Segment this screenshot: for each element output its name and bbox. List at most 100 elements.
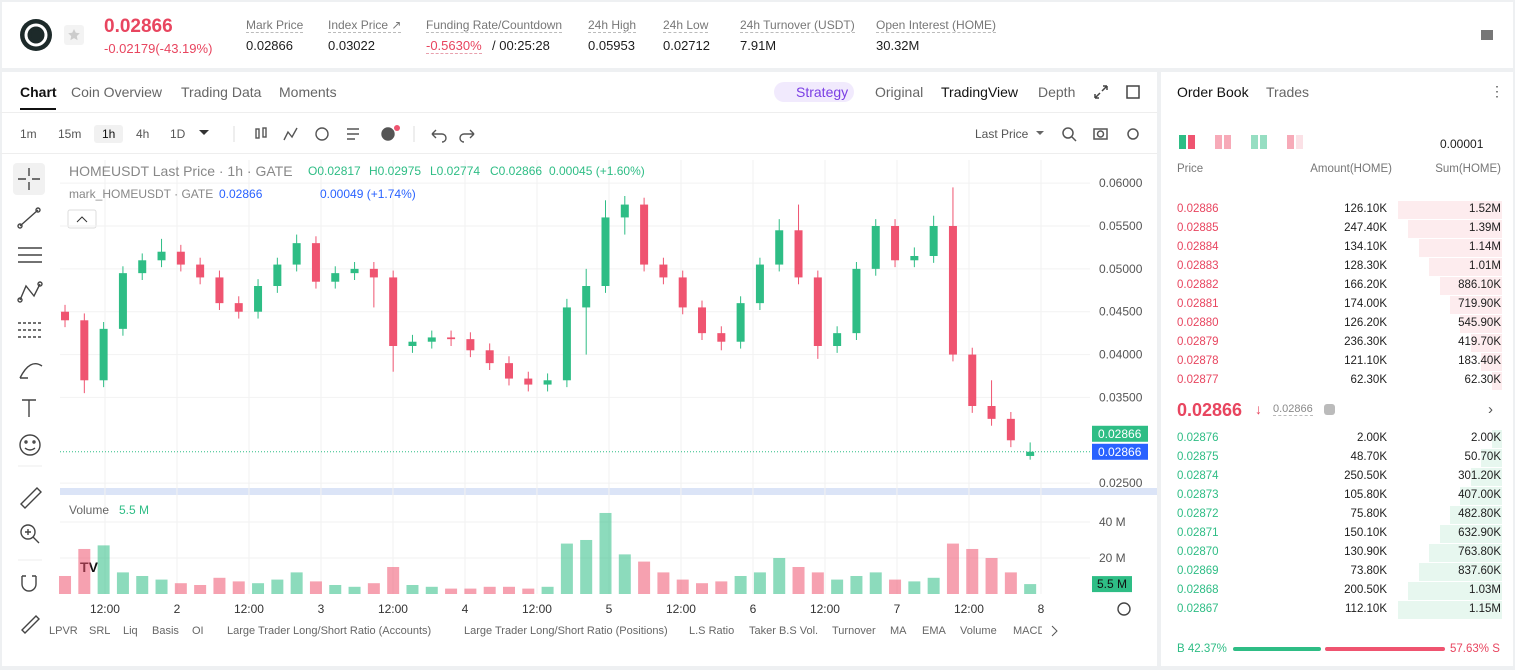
ob-sum: 62.30K: [1464, 374, 1501, 386]
interval[interactable]: 1h: [94, 125, 124, 143]
ob-amount: 62.30K: [1350, 374, 1387, 386]
ob-view[interactable]: [1287, 135, 1303, 149]
chart-tab[interactable]: Coin Overview: [71, 84, 163, 100]
volume-bar: [734, 575, 747, 594]
stat-label: 24h Turnover (USDT): [740, 18, 855, 33]
x-tick-label: 12:00: [522, 602, 552, 616]
scroll-right[interactable]: [1051, 625, 1058, 637]
stat-label: Open Interest (HOME): [876, 18, 997, 33]
candle-body: [659, 264, 668, 278]
indicator-bar: LPVR SRL Liq Basis OI Large Trader Long/Short…: [0, 624, 1042, 640]
y-tick-label: 0.05000: [1099, 262, 1143, 276]
candle-body: [61, 311, 70, 321]
y-tick-label: 0.06000: [1099, 176, 1143, 190]
candle-body: [736, 303, 745, 342]
indicator[interactable]: Volume: [960, 625, 997, 637]
favorite-star[interactable]: [64, 25, 84, 45]
ob-sum: 301.20K: [1458, 470, 1501, 482]
depth-bar: [1408, 220, 1502, 238]
chart-tab[interactable]: Moments: [279, 84, 337, 100]
ob-sum: 1.14M: [1469, 241, 1501, 253]
candle-body: [485, 350, 494, 364]
interval[interactable]: 4h: [136, 127, 150, 141]
candle-body: [698, 307, 707, 334]
fullscreen-icon[interactable]: [1093, 84, 1109, 100]
ob-price: 0.02882: [1177, 279, 1219, 291]
settings-icon[interactable]: [1117, 602, 1131, 616]
y-tick-label: 0.02500: [1099, 476, 1143, 490]
candle-body: [968, 354, 977, 406]
candle-body: [524, 378, 533, 385]
candle-body: [1006, 418, 1015, 441]
chart-tab[interactable]: Chart: [20, 84, 57, 100]
interval[interactable]: 15m: [58, 127, 82, 141]
volume-bar: [927, 577, 940, 594]
ob-amount: 130.90K: [1344, 546, 1387, 558]
indicator[interactable]: SRL: [89, 625, 111, 637]
indicator[interactable]: OI: [192, 625, 204, 637]
mid-expand[interactable]: ›: [1488, 401, 1493, 418]
ob-menu[interactable]: ⋮: [1490, 83, 1504, 99]
dropdown-arrow[interactable]: [195, 124, 215, 142]
indicator[interactable]: Taker B.S Vol.: [749, 625, 819, 637]
candle-body: [775, 230, 784, 265]
indicator[interactable]: EMA: [922, 625, 946, 637]
indicator[interactable]: LPVR: [49, 625, 78, 637]
ob-column: Price: [1177, 163, 1204, 175]
volume-bar: [406, 584, 419, 594]
countdown: / 00:25:28: [492, 38, 550, 53]
drawing-toolbar[interactable]: [10, 160, 52, 640]
ob-tab[interactable]: Order Book: [1177, 84, 1249, 100]
indicator[interactable]: MA: [890, 625, 907, 637]
ob-view[interactable]: [1251, 135, 1267, 149]
stat-label: 24h Low: [663, 18, 709, 33]
sell-ratio: 57.63% S: [1450, 643, 1500, 655]
book-icon[interactable]: [1480, 28, 1494, 42]
indicator[interactable]: Turnover: [832, 625, 876, 637]
view-tab[interactable]: Original: [875, 84, 924, 100]
candle-body: [543, 380, 552, 385]
ob-tab[interactable]: Trades: [1266, 84, 1310, 100]
indicator[interactable]: Basis: [152, 625, 179, 637]
collapse-button[interactable]: [67, 209, 97, 229]
volume-bar: [966, 548, 979, 594]
indicator[interactable]: Large Trader Long/Short Ratio (Accounts): [227, 625, 432, 637]
dropdown-arrow[interactable]: [1034, 128, 1046, 138]
volume-bar: [946, 543, 959, 594]
ob-precision[interactable]: 0.00001: [1440, 137, 1484, 151]
volume-bar: [753, 572, 766, 594]
view-tab[interactable]: Depth: [1038, 84, 1076, 100]
ob-sum: 1.01M: [1469, 260, 1501, 272]
volume-bar: [638, 561, 651, 594]
candle-body: [833, 333, 842, 346]
x-tick-label: 12:00: [378, 602, 408, 616]
volume-title: Volume: [69, 503, 110, 517]
ob-view[interactable]: [1179, 135, 1195, 149]
price-type[interactable]: Last Price: [975, 127, 1029, 141]
interval[interactable]: 1D: [170, 127, 186, 141]
y-tick-label: 40 M: [1099, 515, 1126, 529]
candle-body: [311, 243, 320, 282]
view-tab[interactable]: TradingView: [941, 84, 1019, 100]
interval[interactable]: 1m: [20, 127, 37, 141]
indicator[interactable]: L.S Ratio: [689, 625, 735, 637]
view-tab[interactable]: Strategy: [774, 82, 855, 102]
ob-sum: 419.70K: [1458, 336, 1501, 348]
indicator[interactable]: Large Trader Long/Short Ratio (Positions…: [464, 625, 668, 637]
depth-bar: [1470, 468, 1502, 486]
candle-body: [408, 341, 417, 346]
ob-amount: 150.10K: [1344, 527, 1387, 539]
chart-tools[interactable]: [232, 124, 492, 144]
window-icon[interactable]: [1126, 85, 1141, 100]
volume-bar: [850, 575, 863, 594]
ob-sum: 632.90K: [1458, 527, 1501, 539]
chart-settings-icons[interactable]: [1060, 124, 1144, 144]
indicator[interactable]: MACD: [1013, 625, 1042, 637]
candle-body: [929, 226, 938, 256]
ob-view[interactable]: [1215, 135, 1231, 149]
ohlc-open: O0.02817: [308, 164, 361, 178]
indicator[interactable]: Liq: [123, 625, 138, 637]
volume-bar: [367, 583, 380, 594]
chart-tab[interactable]: Trading Data: [181, 84, 262, 100]
volume-bar: [715, 581, 728, 594]
